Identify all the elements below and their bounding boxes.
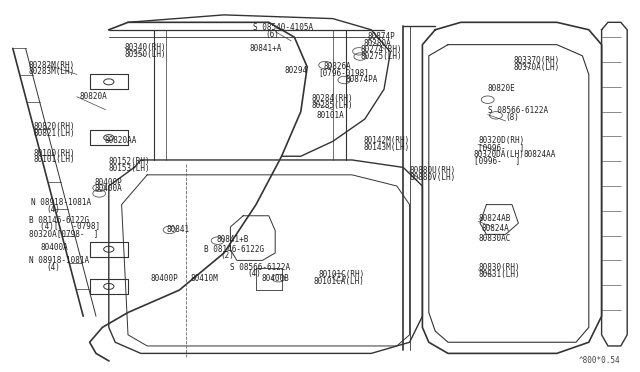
Text: 80410M: 80410M [191,274,218,283]
Text: (4): (4) [46,205,60,214]
Text: 80153(LH): 80153(LH) [109,164,150,173]
Text: B 08146-6122G: B 08146-6122G [204,245,264,254]
Text: 80152(RH): 80152(RH) [109,157,150,166]
Text: 80400A: 80400A [40,243,68,252]
Text: [0996-   ]: [0996- ] [478,143,524,152]
Text: 80101C(RH): 80101C(RH) [318,270,364,279]
Text: ^800*0.54: ^800*0.54 [579,356,621,365]
Text: (8): (8) [506,113,520,122]
Text: 80874PA: 80874PA [346,75,378,84]
Text: [0996-   ]: [0996- ] [474,156,520,165]
Text: 80320A[0798-  ]: 80320A[0798- ] [29,229,99,238]
Text: N 08918-1081A: N 08918-1081A [29,256,90,265]
Text: 80275(LH): 80275(LH) [360,52,402,61]
Text: B 08146-6122G: B 08146-6122G [29,216,90,225]
Text: 80820(RH): 80820(RH) [34,122,76,131]
Text: 80337Q(RH): 80337Q(RH) [514,56,560,65]
Text: 80400P: 80400P [150,274,178,283]
Text: 80320D(RH): 80320D(RH) [478,136,524,145]
Text: 80841+B: 80841+B [216,235,249,244]
Text: 80400B: 80400B [261,274,289,283]
Text: 80400P: 80400P [95,178,122,187]
Text: 80820A: 80820A [80,92,108,101]
Text: S 08566-6122A: S 08566-6122A [230,263,291,272]
Text: 80841: 80841 [166,225,189,234]
Text: 80841+A: 80841+A [250,44,282,53]
Text: 80100(RH): 80100(RH) [34,149,76,158]
Text: 80824A: 80824A [482,224,509,233]
Text: (4): (4) [46,263,60,272]
Text: 80874P: 80874P [368,32,396,41]
Text: 80340(RH): 80340(RH) [125,43,166,52]
Text: 80274(RH): 80274(RH) [360,45,402,54]
Text: (4)[   -0798]: (4)[ -0798] [40,222,100,231]
Text: 80350(LH): 80350(LH) [125,50,166,59]
Text: 80283M(LH): 80283M(LH) [29,67,75,76]
Text: 80820AA: 80820AA [104,136,137,145]
Text: 80370A(LH): 80370A(LH) [514,63,560,72]
Text: 80284(RH): 80284(RH) [312,94,353,103]
Text: 80143M(LH): 80143M(LH) [364,143,410,152]
Text: 80101(LH): 80101(LH) [34,155,76,164]
Text: S 08566-6122A: S 08566-6122A [488,106,548,115]
Text: 80824AB: 80824AB [478,214,511,223]
Text: 80824AA: 80824AA [524,150,556,159]
Text: 80282M(RH): 80282M(RH) [29,61,75,70]
Text: 80880V(LH): 80880V(LH) [410,173,456,182]
Text: (4): (4) [248,269,262,278]
Text: [0796-0198]: [0796-0198] [319,68,369,77]
Text: 80831(LH): 80831(LH) [478,270,520,279]
Text: N 08918-1081A: N 08918-1081A [31,198,91,207]
Text: 80400A: 80400A [95,185,122,193]
Text: 80320DA(LH): 80320DA(LH) [474,150,524,158]
Text: 80820E: 80820E [488,84,515,93]
Text: S 08540-4105A: S 08540-4105A [253,23,313,32]
Text: 80294: 80294 [285,66,308,75]
Text: (6): (6) [266,30,280,39]
Text: 80880U(RH): 80880U(RH) [410,166,456,175]
Text: 80280A: 80280A [364,39,391,48]
Text: 80142M(RH): 80142M(RH) [364,136,410,145]
Text: 80830(RH): 80830(RH) [478,263,520,272]
Text: 80101A: 80101A [317,111,344,120]
Text: 80830AC: 80830AC [478,234,511,243]
Text: 80101CA(LH): 80101CA(LH) [314,277,364,286]
Text: 80826A: 80826A [323,62,351,71]
Text: (2): (2) [221,251,235,260]
Text: 80821(LH): 80821(LH) [34,129,76,138]
Text: 80285(LH): 80285(LH) [312,101,353,110]
